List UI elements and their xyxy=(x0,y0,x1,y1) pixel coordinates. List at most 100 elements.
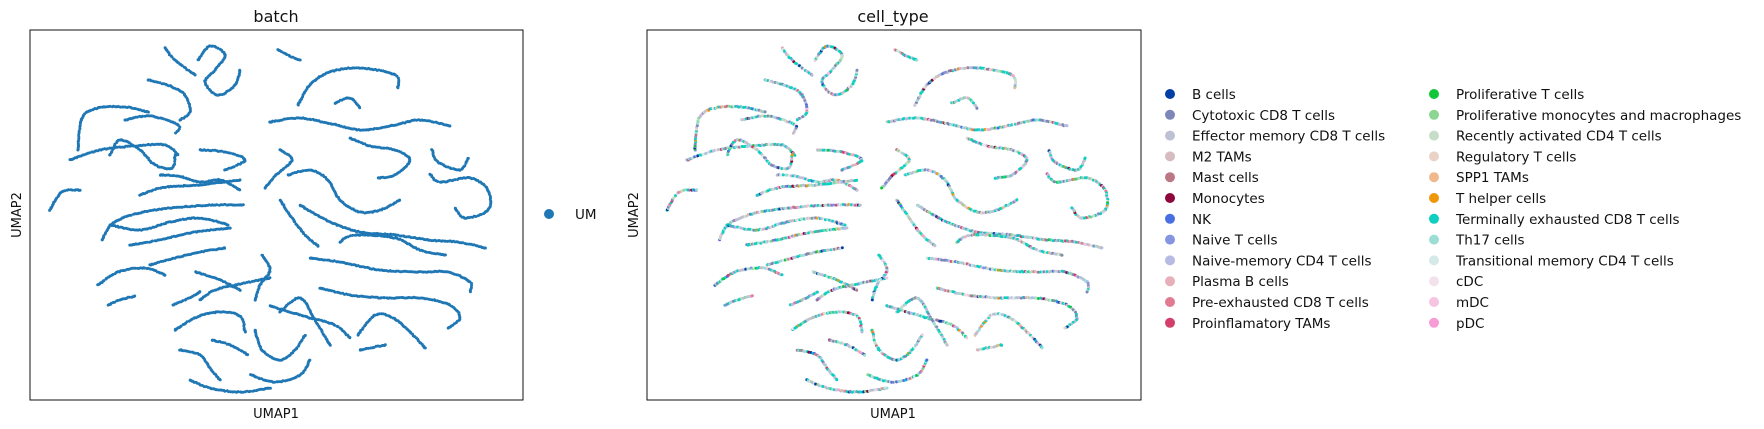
cell-point xyxy=(143,266,147,270)
legend-label: Terminally exhausted CD8 T cells xyxy=(1455,212,1680,228)
legend-marker xyxy=(1165,276,1175,287)
cell-point xyxy=(954,291,958,295)
cell-point xyxy=(328,343,332,347)
cell-point xyxy=(143,143,147,147)
cell-point xyxy=(725,104,729,108)
cell-point xyxy=(335,68,339,72)
cell-point xyxy=(309,118,313,122)
cell-point xyxy=(463,164,467,168)
cell-point xyxy=(443,253,447,257)
cell-point xyxy=(871,279,874,283)
cell-point xyxy=(831,227,835,231)
cell-point xyxy=(376,176,380,180)
cell-point xyxy=(908,116,912,120)
cell-point xyxy=(173,162,177,166)
legend-marker xyxy=(1165,297,1175,307)
legend-marker xyxy=(1165,109,1175,120)
cell-point xyxy=(449,167,453,171)
cell-point xyxy=(396,233,400,237)
cell-point xyxy=(363,265,367,269)
legend-label: Transitional memory CD4 T cells xyxy=(1455,253,1674,269)
cell-point xyxy=(466,156,470,160)
cell-point xyxy=(235,163,239,167)
cell-point xyxy=(349,234,352,238)
cell-point xyxy=(1040,346,1044,350)
cell-point xyxy=(993,176,997,180)
cell-point xyxy=(162,117,165,121)
cell-point xyxy=(308,358,312,362)
legend-marker xyxy=(1165,234,1175,245)
legend-marker xyxy=(1165,172,1175,183)
cell-point xyxy=(1044,251,1047,255)
cell-point xyxy=(238,178,242,182)
cell-point xyxy=(453,178,457,182)
cell-point xyxy=(354,66,358,70)
cell-point xyxy=(448,178,452,182)
cell-point xyxy=(918,93,922,97)
legend-marker xyxy=(1429,234,1439,245)
cell-point xyxy=(323,258,327,262)
cell-point xyxy=(1049,120,1052,124)
legend-label: Regulatory T cells xyxy=(1456,149,1576,165)
cell-point xyxy=(212,219,216,223)
cell-point xyxy=(695,124,699,127)
cell-point xyxy=(763,266,767,270)
cell-point xyxy=(436,180,440,183)
cell-point xyxy=(333,290,337,294)
cell-point xyxy=(900,305,904,309)
cell-point xyxy=(181,299,185,303)
cell-point xyxy=(243,330,247,334)
cell-point xyxy=(985,233,989,237)
legend-label: Mast cells xyxy=(1192,170,1259,186)
cell-point xyxy=(141,114,145,118)
cell-point xyxy=(212,248,216,252)
cell-point xyxy=(409,236,413,240)
cell-point xyxy=(281,379,285,383)
cell-point xyxy=(996,268,1000,272)
cell-point xyxy=(792,206,796,210)
cell-point xyxy=(253,298,257,302)
cell-point xyxy=(238,68,242,72)
cell-point xyxy=(201,229,205,233)
cell-point xyxy=(842,179,846,183)
cell-point xyxy=(791,219,795,223)
cell-point xyxy=(301,169,305,173)
cell-point xyxy=(348,336,352,340)
cell-point xyxy=(1013,78,1017,82)
cell-point xyxy=(815,55,819,59)
cell-point xyxy=(248,280,252,284)
cell-point xyxy=(198,229,202,233)
cell-point xyxy=(972,101,975,105)
cell-point xyxy=(369,127,373,131)
cell-point xyxy=(193,73,197,77)
cell-point xyxy=(829,181,833,185)
cell-point xyxy=(827,248,831,252)
cell-point xyxy=(963,235,967,239)
cell-point xyxy=(870,298,874,302)
legend-label: pDC xyxy=(1456,316,1484,332)
cell-point xyxy=(113,300,116,304)
cell-point xyxy=(179,218,183,222)
cell-point xyxy=(694,133,698,137)
cell-point xyxy=(842,285,845,288)
cell-point xyxy=(102,279,106,283)
cell-point xyxy=(793,153,797,157)
cell-point xyxy=(858,390,862,394)
cell-point xyxy=(704,151,708,155)
cell-point xyxy=(1013,86,1017,90)
legend-marker xyxy=(1429,130,1439,141)
y-axis-label-batch: UMAP2 xyxy=(10,192,25,238)
cell-point xyxy=(695,127,699,131)
cell-point xyxy=(752,115,756,119)
legend-label: Naive-memory CD4 T cells xyxy=(1192,253,1372,269)
cell-point xyxy=(771,80,775,84)
cell-point xyxy=(1060,253,1064,257)
cell-point xyxy=(389,315,393,319)
cell-point xyxy=(1052,299,1056,303)
cell-point xyxy=(339,124,343,128)
cell-point xyxy=(246,353,250,357)
cell-point xyxy=(693,142,697,146)
legend-marker xyxy=(1429,151,1439,162)
panel-batch: batch UMAP1 UMAP2 UM xyxy=(10,7,597,422)
